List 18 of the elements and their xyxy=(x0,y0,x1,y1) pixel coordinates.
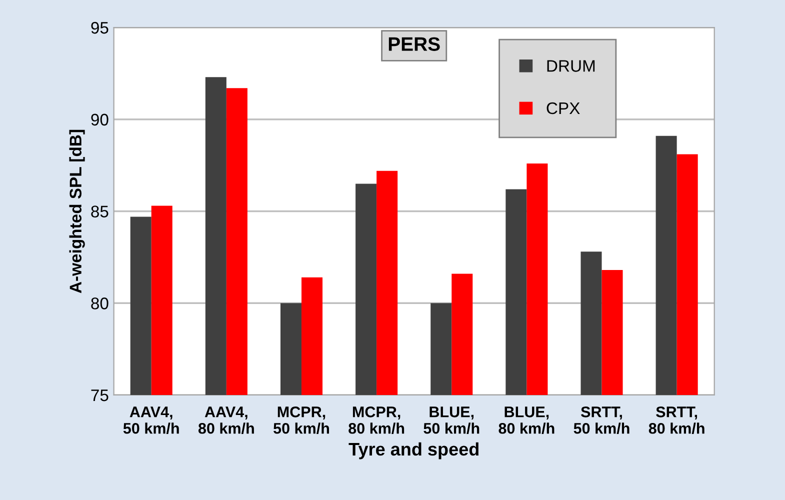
x-tick-label: SRTT, 50 km/h xyxy=(574,406,630,434)
y-tick-label: 75 xyxy=(91,390,108,402)
legend-label: DRUM xyxy=(547,60,595,72)
x-tick-label: SRTT, 80 km/h xyxy=(648,406,704,434)
x-tick-label: AAV4, 80 km/h xyxy=(198,406,254,434)
x-tick-label: BLUE, 80 km/h xyxy=(498,406,554,434)
y-tick-label: 80 xyxy=(91,298,108,310)
x-tick-label: MCPR, 80 km/h xyxy=(348,406,404,434)
x-tick-label: AAV4, 50 km/h xyxy=(123,406,179,434)
y-tick-label: 95 xyxy=(91,22,108,34)
x-tick-label: MCPR, 50 km/h xyxy=(274,406,329,434)
x-tick-label: BLUE, 50 km/h xyxy=(424,406,480,434)
y-tick-label: 90 xyxy=(91,114,108,126)
y-axis-title: A-weighted SPL [dB] xyxy=(69,130,85,294)
y-tick-label: 85 xyxy=(91,206,108,218)
legend-label: CPX xyxy=(546,102,580,114)
chart-title: PERS xyxy=(388,37,440,51)
x-axis-title: Tyre and speed xyxy=(348,442,478,460)
